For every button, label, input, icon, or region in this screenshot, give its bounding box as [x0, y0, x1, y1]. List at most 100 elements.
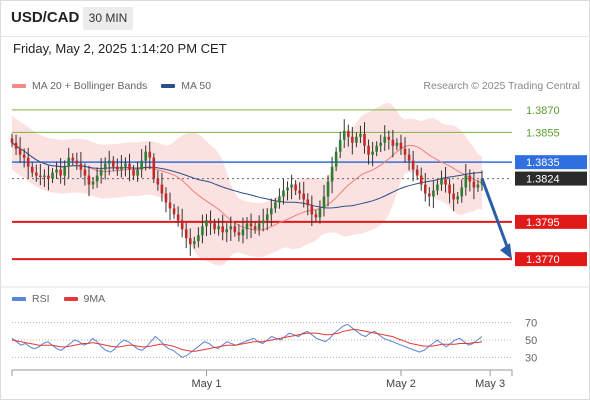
- candle-body: [274, 202, 277, 209]
- candle-body: [355, 136, 358, 143]
- candle-body: [26, 157, 30, 167]
- candle-body: [387, 136, 391, 140]
- candle-body: [229, 226, 233, 230]
- candle-body: [359, 133, 362, 137]
- candle-body: [399, 142, 403, 149]
- candle-body: [59, 169, 62, 176]
- candle-body: [334, 151, 338, 167]
- candle-body: [35, 172, 38, 176]
- candle-body: [55, 169, 58, 173]
- level-label-1.3770: 1.3770: [526, 254, 560, 266]
- candle-body: [330, 166, 334, 182]
- legend-swatch-rsi: [12, 297, 26, 301]
- candle-body: [452, 193, 455, 200]
- candle-body: [407, 154, 411, 161]
- candle-body: [346, 130, 350, 137]
- timestamp: Friday, May 2, 2025 1:14:20 PM CET: [13, 41, 227, 56]
- candle-body: [43, 175, 46, 178]
- candle-body: [180, 220, 184, 230]
- candle-body: [75, 160, 79, 164]
- candle-body: [383, 136, 387, 143]
- candle-body: [367, 145, 370, 155]
- candle-body: [63, 166, 66, 176]
- candle-body: [71, 157, 75, 161]
- legend-item-ma20: MA 20 + Bollinger Bands: [12, 80, 147, 92]
- candle-body: [448, 184, 451, 194]
- candle-body: [310, 205, 314, 215]
- candle-body: [172, 208, 176, 215]
- candle-body: [107, 160, 111, 164]
- candle-body: [456, 196, 459, 200]
- legend-item-rsi: RSI: [12, 293, 50, 305]
- price-legend: MA 20 + Bollinger Bands MA 50: [12, 80, 211, 92]
- candle-body: [10, 138, 14, 143]
- candle-body: [164, 193, 168, 203]
- candle-body: [342, 130, 346, 140]
- candle-body: [371, 151, 374, 155]
- candle-body: [403, 148, 407, 155]
- candle-body: [95, 175, 99, 182]
- candle-body: [99, 169, 103, 176]
- candle-body: [270, 208, 273, 215]
- candle-body: [318, 208, 322, 218]
- legend-item-9ma: 9MA: [63, 293, 106, 305]
- candle-body: [39, 175, 42, 178]
- level-tag-1.3770: [515, 252, 587, 267]
- timeframe-button[interactable]: 30 MIN: [83, 7, 133, 30]
- rsi-tick-50: 50: [525, 335, 537, 347]
- candle-body: [213, 223, 216, 230]
- legend-label-ma20: MA 20 + Bollinger Bands: [32, 80, 148, 92]
- candle-body: [278, 196, 281, 203]
- legend-label-9ma: 9MA: [83, 293, 106, 305]
- candle-body: [168, 202, 172, 209]
- candle-body: [47, 175, 50, 179]
- candle-body: [428, 193, 431, 197]
- legend-label-rsi: RSI: [32, 293, 50, 305]
- forecast-arrow-shaft: [480, 178, 510, 250]
- candle-body: [128, 163, 131, 170]
- candle-body: [18, 148, 22, 155]
- candle-body: [241, 229, 245, 236]
- candle-body: [253, 226, 257, 230]
- candle-body: [419, 175, 423, 185]
- candle-body: [472, 181, 476, 188]
- candle-body: [103, 163, 107, 170]
- candle-body: [261, 220, 265, 224]
- candle-body: [193, 241, 196, 245]
- rsi-series-9ma: [11, 329, 483, 352]
- candle-body: [290, 184, 293, 188]
- candle-body: [30, 166, 34, 173]
- bollinger-band: [12, 103, 482, 266]
- candle-body: [184, 229, 188, 239]
- candle-body: [265, 214, 269, 221]
- candle-body: [111, 160, 115, 167]
- candle-body: [440, 178, 443, 185]
- legend-label-ma50: MA 50: [181, 80, 212, 92]
- forecast-arrow-head: [500, 243, 512, 260]
- level-tag-1.3835: [515, 155, 587, 170]
- candle-body: [379, 142, 383, 146]
- candle-body: [144, 151, 148, 161]
- candle-body: [436, 184, 439, 191]
- candle-body: [91, 181, 95, 185]
- candle-body: [286, 187, 289, 191]
- candle-body: [14, 142, 18, 149]
- candle-body: [233, 226, 237, 233]
- candle-body: [476, 184, 480, 188]
- candle-body: [257, 223, 261, 230]
- candle-body: [205, 220, 208, 227]
- legend-swatch-ma50: [161, 84, 176, 88]
- candle-body: [140, 160, 143, 170]
- candle-body: [116, 166, 119, 170]
- candle-body: [124, 163, 127, 167]
- rsi-tick-70: 70: [525, 318, 537, 330]
- candle-body: [338, 139, 342, 152]
- candle-body: [201, 226, 204, 236]
- level-label-1.3795: 1.3795: [526, 217, 560, 229]
- candle-body: [423, 184, 427, 194]
- candle-body: [282, 190, 285, 197]
- level-label-1.3835: 1.3835: [526, 157, 560, 169]
- top-bar: USD/CAD 30 MIN: [0, 0, 590, 37]
- candle-body: [152, 157, 156, 179]
